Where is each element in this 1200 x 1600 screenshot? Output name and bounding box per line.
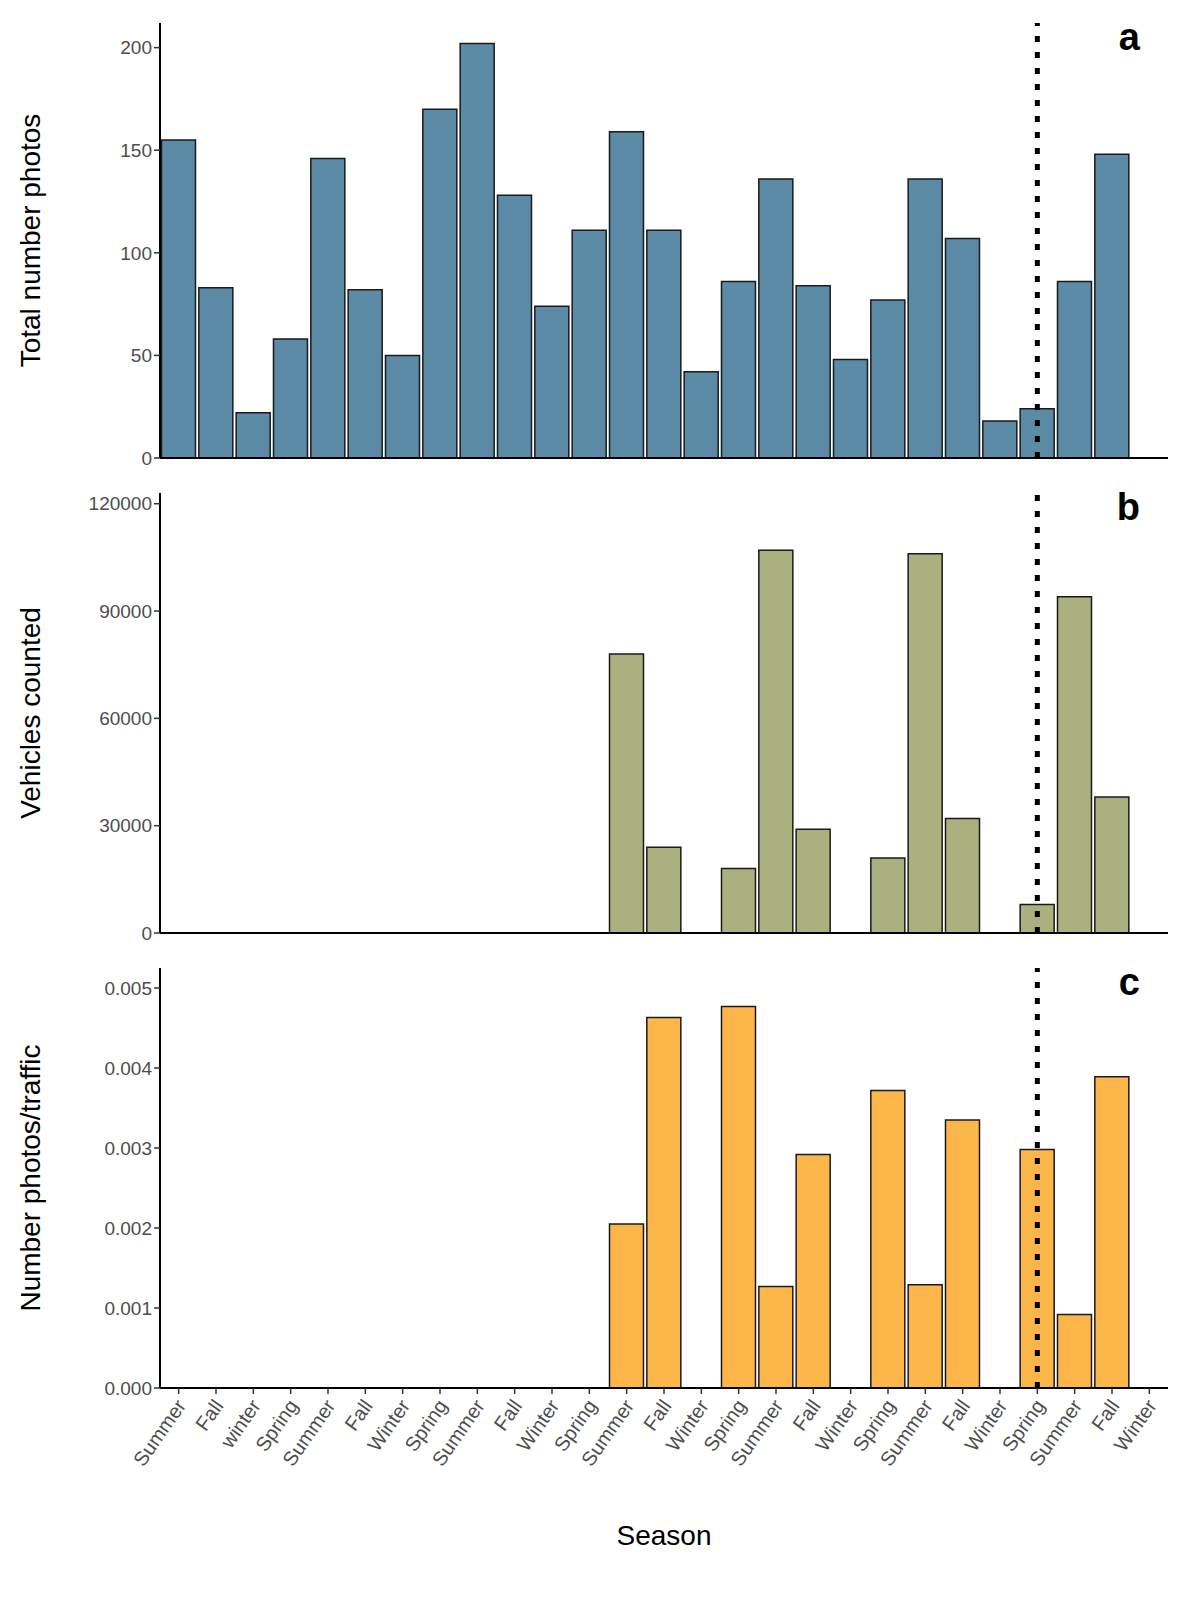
svg-text:50: 50 <box>131 345 152 366</box>
svg-text:90000: 90000 <box>99 601 152 622</box>
svg-text:Fall: Fall <box>191 1395 228 1434</box>
svg-text:120000: 120000 <box>89 493 152 514</box>
svg-text:Summer: Summer <box>577 1395 639 1470</box>
svg-text:0: 0 <box>141 923 152 944</box>
svg-text:0.001: 0.001 <box>104 1298 152 1319</box>
svg-text:0.003: 0.003 <box>104 1138 152 1159</box>
svg-text:Season: Season <box>617 1520 712 1551</box>
svg-text:Fall: Fall <box>788 1395 825 1434</box>
svg-text:Vehicles counted: Vehicles counted <box>15 607 46 819</box>
svg-text:Fall: Fall <box>1087 1395 1124 1434</box>
svg-text:Winter: Winter <box>661 1395 713 1456</box>
svg-text:0.000: 0.000 <box>104 1378 152 1399</box>
svg-text:Number photos/traffic: Number photos/traffic <box>15 1044 46 1311</box>
svg-text:100: 100 <box>120 243 152 264</box>
svg-text:30000: 30000 <box>99 815 152 836</box>
svg-text:Winter: Winter <box>512 1395 564 1456</box>
html-text:a: a <box>1118 16 1140 58</box>
svg-text:Winter: Winter <box>1110 1395 1161 1455</box>
svg-text:150: 150 <box>120 140 152 161</box>
svg-text:0: 0 <box>141 448 152 469</box>
svg-text:Winter: Winter <box>363 1395 415 1456</box>
html-text:c: c <box>1118 961 1140 1003</box>
svg-text:Spring: Spring <box>549 1395 601 1456</box>
svg-text:winter: winter <box>216 1395 265 1452</box>
svg-text:Spring: Spring <box>699 1395 751 1456</box>
svg-text:Spring: Spring <box>997 1395 1049 1456</box>
svg-text:Summer: Summer <box>875 1395 937 1470</box>
svg-text:Winter: Winter <box>960 1395 1012 1456</box>
svg-text:Fall: Fall <box>639 1395 676 1434</box>
svg-text:Summer: Summer <box>278 1395 340 1470</box>
svg-text:0.002: 0.002 <box>104 1218 152 1239</box>
svg-text:Spring: Spring <box>400 1395 452 1456</box>
svg-text:0.005: 0.005 <box>104 978 152 999</box>
svg-text:Fall: Fall <box>340 1395 377 1434</box>
svg-text:0.004: 0.004 <box>104 1058 152 1079</box>
svg-text:Summer: Summer <box>1025 1395 1087 1470</box>
svg-text:60000: 60000 <box>99 708 152 729</box>
svg-text:Summer: Summer <box>726 1395 788 1470</box>
svg-text:Fall: Fall <box>490 1395 527 1434</box>
html-text:b: b <box>1116 486 1140 528</box>
svg-text:Summer: Summer <box>427 1395 489 1470</box>
svg-text:Winter: Winter <box>811 1395 863 1456</box>
svg-text:Fall: Fall <box>938 1395 975 1434</box>
svg-text:Total number photos: Total number photos <box>15 114 46 368</box>
svg-text:Summer: Summer <box>129 1395 191 1470</box>
svg-text:200: 200 <box>120 37 152 58</box>
svg-text:Spring: Spring <box>848 1395 900 1456</box>
svg-text:Spring: Spring <box>251 1395 303 1456</box>
